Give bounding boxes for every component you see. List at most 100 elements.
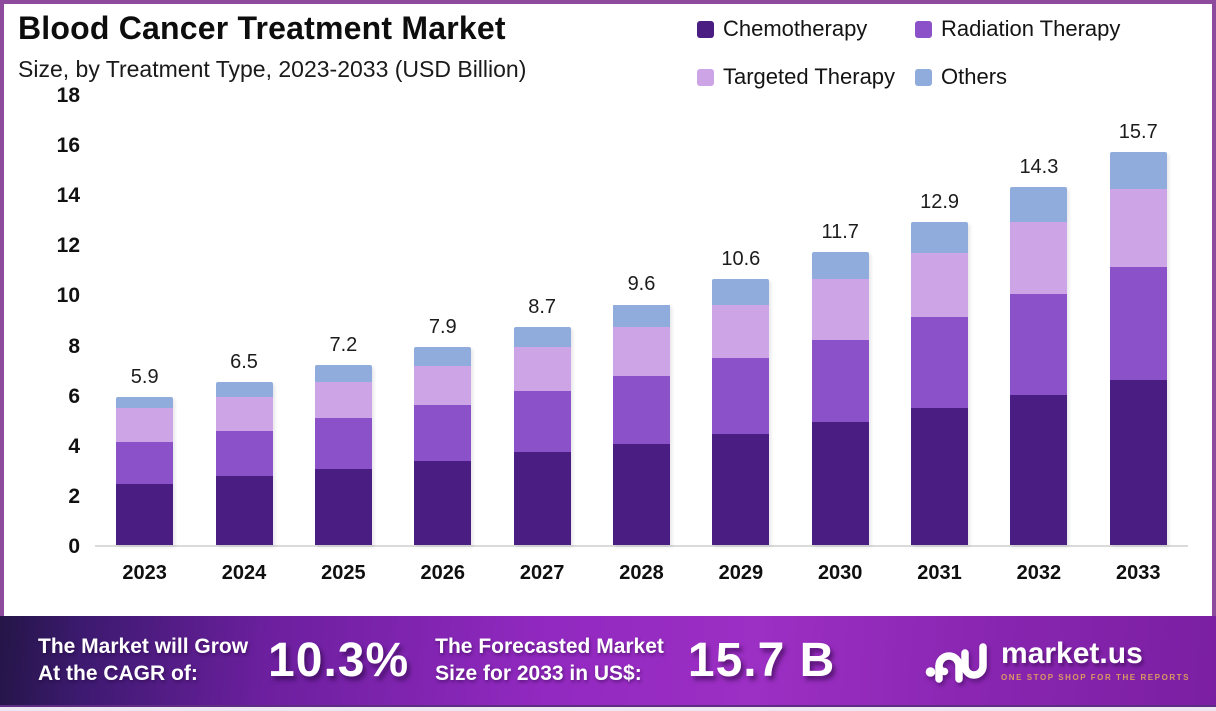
- legend-item-radiation-therapy: Radiation Therapy: [915, 16, 1197, 42]
- cagr-value: 10.3%: [268, 634, 410, 687]
- bar-segment-radiation-therapy: [314, 418, 372, 469]
- bar-column-2031: 12.9: [890, 96, 989, 545]
- stacked-bar-2031: [911, 221, 969, 545]
- y-axis-tick-2: 2: [68, 484, 80, 508]
- stacked-bar-2025: [314, 364, 372, 545]
- bar-segment-targeted-therapy: [911, 253, 969, 318]
- bar-column-2029: 10.6: [691, 96, 790, 545]
- bar-segment-radiation-therapy: [612, 375, 670, 444]
- x-axis-label-2032: 2032: [1016, 562, 1062, 584]
- bar-segment-targeted-therapy: [215, 397, 273, 432]
- y-axis-tick-18: 18: [56, 84, 80, 107]
- y-axis-tick-10: 10: [56, 284, 80, 308]
- legend-label: Targeted Therapy: [723, 64, 896, 89]
- stacked-bar-2033: [1109, 151, 1167, 545]
- x-axis: 2023 2024 2025 2026 2027 2028 2029 2030 2031 2032…: [95, 562, 1188, 585]
- chart-title: Blood Cancer Treatment Market: [18, 10, 506, 46]
- legend-swatch: [915, 20, 932, 38]
- plot-area: 5.9 6.5 7.2 7.9 8.7 9.6 10.6 11.7 12.9 14.3 15.7: [95, 96, 1188, 547]
- bar-segment-targeted-therapy: [513, 347, 571, 391]
- legend-swatch: [697, 20, 714, 38]
- brand-text: market.us ONE STOP SHOP FOR THE REPORTS: [1001, 637, 1190, 683]
- bar-column-2023: 5.9: [95, 96, 194, 545]
- bar-segment-others: [811, 251, 869, 280]
- bar-segment-targeted-therapy: [712, 304, 770, 359]
- y-axis-tick-16: 16: [56, 134, 80, 158]
- bar-segment-radiation-therapy: [116, 442, 174, 484]
- brand-logo: market.us ONE STOP SHOP FOR THE REPORTS: [925, 638, 1190, 684]
- bar-segment-chemotherapy: [314, 468, 372, 545]
- frame-border-left: [0, 0, 4, 616]
- y-axis-tick-12: 12: [56, 234, 80, 258]
- bar-total-label-2027: 8.7: [528, 296, 557, 319]
- bar-segment-radiation-therapy: [811, 339, 869, 423]
- bar-segment-others: [712, 279, 770, 305]
- chart-subtitle: Size, by Treatment Type, 2023-2033 (USD …: [18, 55, 527, 82]
- bar-total-label-2028: 9.6: [627, 273, 656, 296]
- bar-column-2033: 15.7: [1089, 96, 1188, 545]
- bar-segment-radiation-therapy: [1010, 294, 1068, 395]
- forecast-label: The Forecasted Market Size for 2033 in U…: [435, 634, 664, 687]
- bar-segment-chemotherapy: [712, 433, 770, 545]
- bar-segment-chemotherapy: [811, 422, 869, 545]
- x-axis-label-2031: 2031: [917, 562, 962, 584]
- bar-segment-radiation-therapy: [911, 317, 969, 409]
- marketus-logo-icon: [925, 642, 987, 683]
- bar-segment-targeted-therapy: [1010, 221, 1068, 295]
- bar-segment-radiation-therapy: [215, 431, 273, 477]
- y-axis-tick-4: 4: [68, 434, 80, 458]
- bar-segment-chemotherapy: [116, 483, 174, 545]
- y-axis-tick-8: 8: [68, 334, 80, 358]
- bar-column-2032: 14.3: [989, 96, 1088, 545]
- stacked-bar-2030: [811, 251, 869, 545]
- x-axis-label-2027: 2027: [519, 562, 565, 584]
- bar-column-2027: 8.7: [492, 96, 591, 545]
- stacked-bar-2026: [414, 347, 472, 545]
- stacked-bar-2024: [215, 382, 273, 545]
- bar-segment-others: [1109, 151, 1167, 190]
- bar-segment-others: [612, 304, 670, 328]
- bar-total-label-2031: 12.9: [920, 190, 960, 213]
- bar-segment-others: [513, 327, 571, 348]
- bar-segment-targeted-therapy: [314, 382, 372, 419]
- frame-border-bottom: [0, 707, 1216, 711]
- bar-segment-others: [911, 221, 969, 254]
- bar-total-label-2024: 6.5: [230, 351, 258, 374]
- x-axis-label-2030: 2030: [817, 562, 863, 584]
- legend-swatch: [697, 68, 714, 86]
- brand-tagline: ONE STOP SHOP FOR THE REPORTS: [1001, 673, 1190, 682]
- bar-segment-radiation-therapy: [712, 358, 770, 434]
- cagr-label-line1: The Market will Grow: [38, 635, 249, 659]
- bar-segment-chemotherapy: [612, 443, 670, 545]
- frame-border-top: [0, 0, 1216, 4]
- bar-column-2026: 7.9: [393, 96, 492, 545]
- x-axis-label-2029: 2029: [718, 562, 764, 584]
- bar-segment-chemotherapy: [215, 476, 273, 545]
- chart-header: Blood Cancer Treatment Market Size, by T…: [18, 10, 526, 83]
- banner-divider-line: [0, 705, 1216, 707]
- y-axis-tick-6: 6: [68, 384, 80, 408]
- bar-segment-targeted-therapy: [612, 327, 670, 376]
- footer-banner: The Market will Grow At the CAGR of: 10.…: [0, 616, 1216, 711]
- cagr-label-line2: At the CAGR of:: [38, 661, 198, 685]
- y-axis-tick-14: 14: [56, 184, 80, 208]
- legend-item-targeted-therapy: Targeted Therapy: [697, 64, 915, 90]
- bar-segment-others: [215, 382, 273, 398]
- forecast-value: 15.7 B: [687, 634, 836, 687]
- bar-segment-others: [414, 347, 472, 366]
- bar-total-label-2030: 11.7: [821, 220, 859, 243]
- bar-segment-targeted-therapy: [1109, 189, 1167, 267]
- x-axis-label-2026: 2026: [420, 562, 466, 584]
- bar-segment-chemotherapy: [414, 461, 472, 545]
- bar-segment-others: [314, 364, 372, 383]
- brand-name: market.us: [1001, 637, 1143, 670]
- stacked-bar-2029: [712, 279, 770, 545]
- frame-border-right: [1212, 0, 1216, 616]
- x-axis-label-2033: 2033: [1116, 562, 1161, 584]
- stacked-bar-2028: [612, 304, 670, 545]
- bar-segment-radiation-therapy: [513, 390, 571, 453]
- bar-segment-radiation-therapy: [414, 404, 472, 462]
- footer-banner-content: The Market will Grow At the CAGR of: 10.…: [0, 616, 1216, 705]
- legend-label: Others: [941, 64, 1008, 89]
